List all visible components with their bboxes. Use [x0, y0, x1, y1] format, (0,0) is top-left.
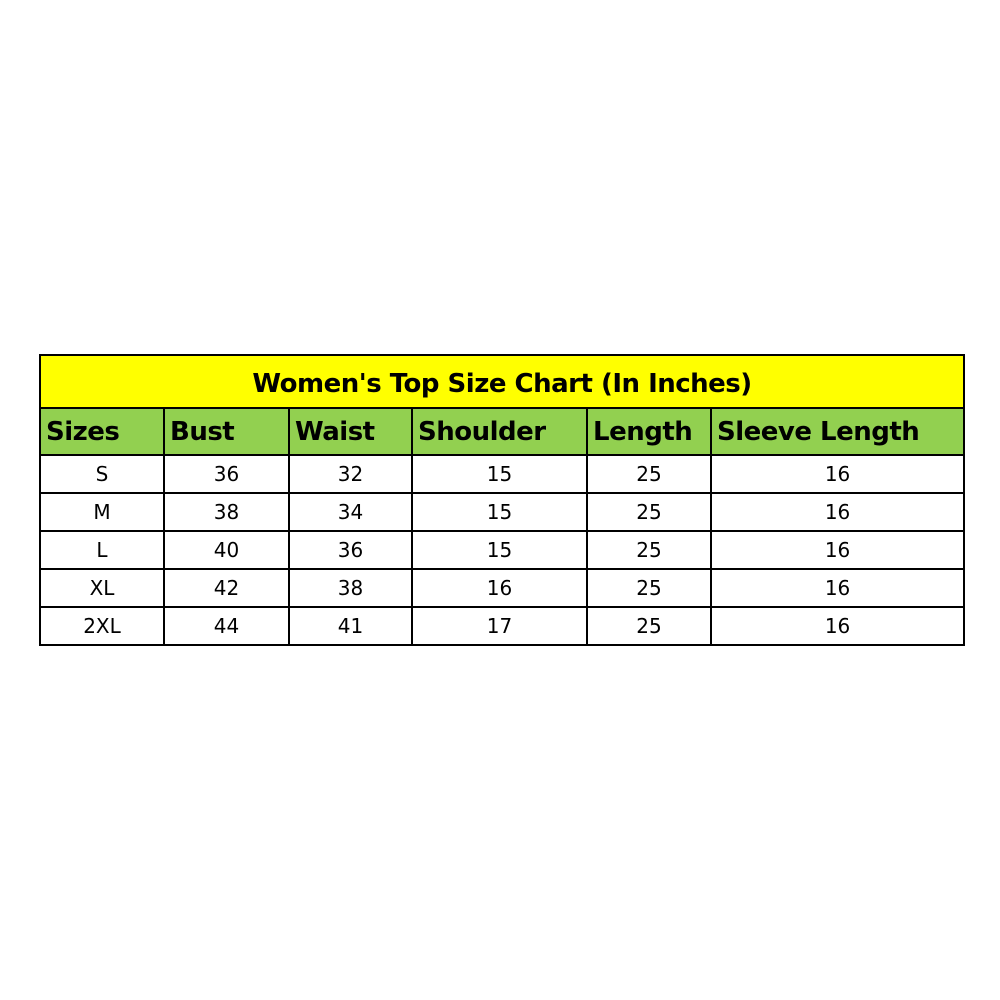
- column-header-bust: Bust: [163, 407, 290, 456]
- table-cell: S: [39, 454, 165, 494]
- table-cell: 17: [411, 606, 588, 646]
- table-cell: L: [39, 530, 165, 570]
- table-cell: XL: [39, 568, 165, 608]
- table-row: M 38 34 15 25 16: [39, 492, 966, 532]
- size-chart-table: Women's Top Size Chart (In Inches) Sizes…: [38, 354, 966, 646]
- table-row: XL 42 38 16 25 16: [39, 568, 966, 608]
- table-cell: 15: [411, 454, 588, 494]
- table-cell: 42: [163, 568, 290, 608]
- column-header-length: Length: [586, 407, 712, 456]
- table-cell: 16: [709, 568, 966, 608]
- table-cell: 16: [709, 530, 966, 570]
- table-cell: 25: [586, 454, 712, 494]
- table-cell: 16: [709, 492, 966, 532]
- table-row: L 40 36 15 25 16: [39, 530, 966, 570]
- header-row: Sizes Bust Waist Shoulder Length Sleeve Lengt…: [39, 407, 966, 456]
- table-cell: 25: [586, 530, 712, 570]
- table-cell: 25: [586, 568, 712, 608]
- table-cell: 38: [288, 568, 413, 608]
- table-cell: 36: [163, 454, 290, 494]
- table-cell: M: [39, 492, 165, 532]
- table-cell: 25: [586, 606, 712, 646]
- table-cell: 2XL: [39, 606, 165, 646]
- table-cell: 44: [163, 606, 290, 646]
- table-cell: 15: [411, 530, 588, 570]
- column-header-sleeve-length: Sleeve Length: [709, 407, 966, 456]
- table-cell: 38: [163, 492, 290, 532]
- table-cell: 25: [586, 492, 712, 532]
- table-cell: 36: [288, 530, 413, 570]
- table-cell: 16: [709, 454, 966, 494]
- table-cell: 15: [411, 492, 588, 532]
- column-header-waist: Waist: [288, 407, 413, 456]
- table-cell: 41: [288, 606, 413, 646]
- table-row: S 36 32 15 25 16: [39, 454, 966, 494]
- table-cell: 32: [288, 454, 413, 494]
- table-title: Women's Top Size Chart (In Inches): [38, 354, 966, 409]
- column-header-shoulder: Shoulder: [411, 407, 588, 456]
- table-cell: 16: [411, 568, 588, 608]
- table-cell: 40: [163, 530, 290, 570]
- column-header-sizes: Sizes: [39, 407, 165, 456]
- table-row: 2XL 44 41 17 25 16: [39, 606, 966, 646]
- table-cell: 16: [709, 606, 966, 646]
- table-cell: 34: [288, 492, 413, 532]
